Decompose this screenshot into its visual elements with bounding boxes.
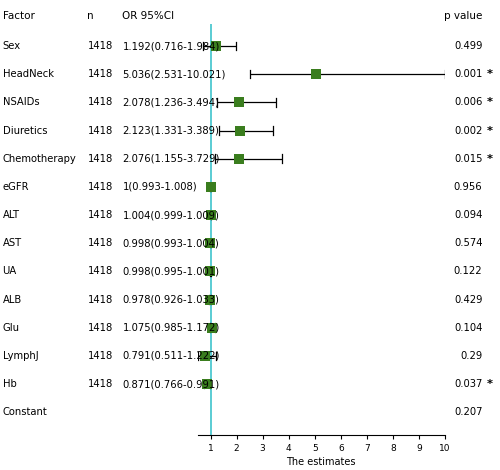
Text: 1418: 1418 bbox=[88, 351, 113, 361]
Point bbox=[203, 380, 211, 388]
Text: 0.037: 0.037 bbox=[454, 379, 482, 389]
Text: 0.006: 0.006 bbox=[454, 97, 482, 107]
Text: 0.998(0.993-1.004): 0.998(0.993-1.004) bbox=[122, 238, 219, 248]
Text: 0.998(0.995-1.001): 0.998(0.995-1.001) bbox=[122, 266, 220, 276]
Text: LymphJ: LymphJ bbox=[2, 351, 38, 361]
Text: 2.076(1.155-3.729): 2.076(1.155-3.729) bbox=[122, 154, 220, 164]
Point bbox=[206, 183, 214, 191]
Text: 1418: 1418 bbox=[88, 295, 113, 305]
Text: *: * bbox=[486, 125, 492, 135]
Text: Glu: Glu bbox=[2, 323, 20, 333]
Text: *: * bbox=[486, 69, 492, 79]
Text: Hb: Hb bbox=[2, 379, 16, 389]
Point bbox=[234, 99, 242, 106]
Text: OR 95%CI: OR 95%CI bbox=[122, 11, 174, 21]
Text: 1418: 1418 bbox=[88, 97, 113, 107]
Text: p value: p value bbox=[444, 11, 482, 21]
Text: 0.122: 0.122 bbox=[454, 266, 482, 276]
Text: 0.015: 0.015 bbox=[454, 154, 482, 164]
Text: Diuretics: Diuretics bbox=[2, 125, 47, 135]
Text: NSAIDs: NSAIDs bbox=[2, 97, 39, 107]
Text: 1418: 1418 bbox=[88, 125, 113, 135]
Text: Chemotherapy: Chemotherapy bbox=[2, 154, 76, 164]
Text: *: * bbox=[486, 154, 492, 164]
Text: 2.123(1.331-3.389): 2.123(1.331-3.389) bbox=[122, 125, 220, 135]
Point bbox=[208, 324, 216, 331]
Text: 1.192(0.716-1.984): 1.192(0.716-1.984) bbox=[122, 41, 220, 51]
Point bbox=[206, 296, 214, 303]
Text: 0.104: 0.104 bbox=[454, 323, 482, 333]
Text: *: * bbox=[486, 97, 492, 107]
Point bbox=[236, 127, 244, 134]
Text: 1418: 1418 bbox=[88, 323, 113, 333]
Text: 0.871(0.766-0.991): 0.871(0.766-0.991) bbox=[122, 379, 220, 389]
Text: 1.004(0.999-1.009): 1.004(0.999-1.009) bbox=[122, 210, 220, 220]
Text: 0.956: 0.956 bbox=[454, 182, 482, 192]
Text: AST: AST bbox=[2, 238, 22, 248]
Point bbox=[206, 267, 214, 275]
Text: ALB: ALB bbox=[2, 295, 22, 305]
Text: 1418: 1418 bbox=[88, 210, 113, 220]
Text: HeadNeck: HeadNeck bbox=[2, 69, 54, 79]
Text: 1418: 1418 bbox=[88, 379, 113, 389]
Text: 1.075(0.985-1.172): 1.075(0.985-1.172) bbox=[122, 323, 220, 333]
Text: 0.574: 0.574 bbox=[454, 238, 482, 248]
Text: UA: UA bbox=[2, 266, 17, 276]
Text: 0.29: 0.29 bbox=[460, 351, 482, 361]
Point bbox=[206, 212, 214, 219]
Text: 0.499: 0.499 bbox=[454, 41, 482, 51]
Text: eGFR: eGFR bbox=[2, 182, 29, 192]
Text: 2.078(1.236-3.494): 2.078(1.236-3.494) bbox=[122, 97, 220, 107]
Text: 0.791(0.511-1.222): 0.791(0.511-1.222) bbox=[122, 351, 220, 361]
Point bbox=[312, 70, 320, 78]
Point bbox=[212, 42, 220, 50]
Text: 1418: 1418 bbox=[88, 238, 113, 248]
Point bbox=[206, 239, 214, 247]
Text: 0.978(0.926-1.033): 0.978(0.926-1.033) bbox=[122, 295, 220, 305]
Point bbox=[234, 155, 242, 163]
Text: ALT: ALT bbox=[2, 210, 20, 220]
Text: Factor: Factor bbox=[2, 11, 34, 21]
Text: *: * bbox=[486, 379, 492, 389]
Text: 1418: 1418 bbox=[88, 182, 113, 192]
Text: 1418: 1418 bbox=[88, 41, 113, 51]
Text: 1418: 1418 bbox=[88, 69, 113, 79]
Text: 1418: 1418 bbox=[88, 154, 113, 164]
Text: 1418: 1418 bbox=[88, 266, 113, 276]
Text: 0.429: 0.429 bbox=[454, 295, 482, 305]
Text: n: n bbox=[88, 11, 94, 21]
X-axis label: The estimates: The estimates bbox=[286, 457, 356, 467]
Text: 0.207: 0.207 bbox=[454, 407, 482, 417]
Text: 1(0.993-1.008): 1(0.993-1.008) bbox=[122, 182, 197, 192]
Text: 0.001: 0.001 bbox=[454, 69, 482, 79]
Text: Constant: Constant bbox=[2, 407, 47, 417]
Text: 5.036(2.531-10.021): 5.036(2.531-10.021) bbox=[122, 69, 226, 79]
Text: Sex: Sex bbox=[2, 41, 21, 51]
Text: 0.002: 0.002 bbox=[454, 125, 482, 135]
Text: 0.094: 0.094 bbox=[454, 210, 482, 220]
Point bbox=[201, 352, 209, 360]
